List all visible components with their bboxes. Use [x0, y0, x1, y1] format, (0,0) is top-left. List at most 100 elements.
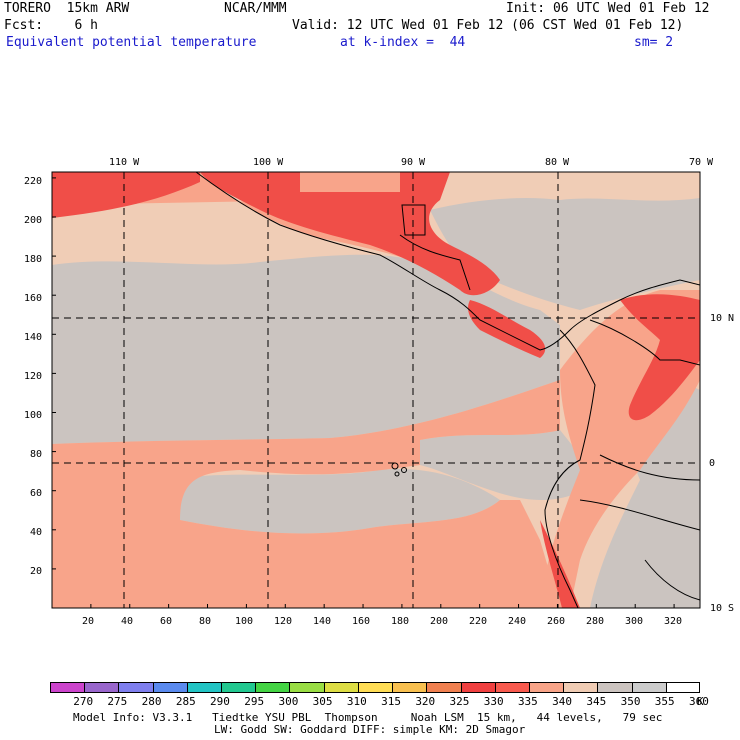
colorbar-label-345: 345 — [586, 695, 607, 708]
colorbar-swatch-280 — [118, 682, 153, 693]
colorbar-swatch-300 — [255, 682, 290, 693]
x-tick-40: 40 — [121, 616, 134, 627]
x-tick-280: 280 — [586, 616, 605, 627]
galapagos-island-2 — [401, 467, 407, 473]
model-info: Model Info: V3.3.1 Tiedtke YSU PBL Thomp… — [73, 711, 663, 724]
y-tick-200: 200 — [24, 215, 43, 226]
red-region-pacific — [52, 172, 200, 218]
colorbar-label-350: 350 — [620, 695, 641, 708]
border-peru-brazil — [579, 499, 700, 531]
colorbar-swatch-290 — [186, 682, 222, 693]
coastlines — [195, 172, 700, 608]
red-region-colombia — [620, 294, 700, 421]
x-tick-80: 80 — [199, 616, 212, 627]
y-tick-180: 180 — [24, 254, 43, 265]
colorbar-swatch-315 — [357, 682, 393, 693]
coastline-pacific — [195, 172, 700, 351]
colorbar-label-290: 290 — [210, 695, 230, 708]
x-tick-160: 160 — [352, 616, 371, 627]
colorbar-swatch-275 — [84, 682, 119, 693]
colorbar-label-270: 270 — [73, 695, 94, 708]
y-tick-20: 20 — [30, 566, 43, 577]
valid-time: Valid: 12 UTC Wed 01 Feb 12 (06 CST Wed … — [292, 18, 684, 33]
y-tick-60: 60 — [30, 488, 43, 499]
lat-label-10s: 10 S — [710, 603, 735, 614]
colorbar-label-300: 300 — [278, 695, 299, 708]
field-shading — [52, 172, 700, 608]
colorbar-label-355: 355 — [654, 695, 675, 708]
colorbar-unit: K — [697, 695, 704, 708]
x-tick-300: 300 — [625, 616, 644, 627]
colorbar-label-325: 325 — [449, 695, 470, 708]
colorbar-swatch-355 — [631, 682, 666, 693]
colorbar-label-305: 305 — [312, 695, 333, 708]
y-tick-120: 120 — [24, 371, 43, 382]
level-info: at k-index = 44 — [340, 35, 466, 50]
grey-region-south — [180, 469, 500, 534]
colorbar-label-340: 340 — [552, 695, 573, 708]
lat-lon-grid — [52, 172, 700, 608]
salmon-region-south — [52, 380, 560, 608]
border-south — [644, 559, 700, 601]
colorbar-label-330: 330 — [483, 695, 504, 708]
red-region-central-america — [200, 172, 500, 296]
x-tick-200: 200 — [430, 616, 449, 627]
smoothing-info: sm= 2 — [634, 35, 674, 50]
x-tick-180: 180 — [391, 616, 410, 627]
colorbar-label-315: 315 — [381, 695, 401, 708]
x-tick-100: 100 — [235, 616, 254, 627]
x-tick-120: 120 — [274, 616, 293, 627]
colorbar-swatch-270 — [50, 682, 85, 693]
colorbar-label-275: 275 — [107, 695, 128, 708]
x-tick-320: 320 — [664, 616, 683, 627]
border-belize — [401, 204, 426, 236]
colorbar-swatch-285 — [152, 682, 187, 693]
colorbar-swatch-320 — [392, 682, 427, 693]
grey-region-west — [52, 254, 560, 444]
y-tick-40: 40 — [30, 527, 43, 538]
colorbar-swatch-350 — [597, 682, 632, 693]
x-tick-220: 220 — [469, 616, 488, 627]
grey-region-center — [420, 430, 600, 500]
colorbar-label-295: 295 — [244, 695, 265, 708]
y-tick-80: 80 — [30, 449, 43, 460]
border-ecuador-colombia — [599, 454, 700, 481]
model-title: TORERO 15km ARW — [4, 1, 130, 16]
lon-label-70w: 70 W — [689, 157, 714, 168]
colorbar-swatch-360 — [665, 682, 700, 693]
x-tick-20: 20 — [82, 616, 95, 627]
coastline-south-america — [544, 329, 596, 608]
border-colombia-venezuela — [589, 319, 700, 366]
colorbar-swatch-340 — [528, 682, 564, 693]
border-guatemala — [399, 234, 471, 291]
y-tick-220: 220 — [24, 176, 43, 187]
x-tick-240: 240 — [508, 616, 527, 627]
lon-label-110w: 110 W — [109, 157, 140, 168]
y-tick-100: 100 — [24, 410, 43, 421]
colorbar-label-360: 360 — [689, 695, 709, 708]
mexico-coast-patch — [300, 172, 400, 192]
colorbar-label-320: 320 — [415, 695, 436, 708]
init-time: Init: 06 UTC Wed 01 Feb 12 — [506, 1, 710, 16]
lon-label-90w: 90 W — [401, 157, 426, 168]
colorbar-label-310: 310 — [346, 695, 367, 708]
colorbar-swatch-335 — [494, 682, 529, 693]
y-tick-160: 160 — [24, 293, 43, 304]
axis-ticks — [51, 177, 675, 609]
colorbar-label-335: 335 — [517, 695, 538, 708]
galapagos-island-3 — [394, 471, 400, 477]
physics-info: LW: Godd SW: Goddard DIFF: simple KM: 2D… — [214, 723, 526, 736]
colorbar-swatch-325 — [426, 682, 461, 693]
lon-label-100w: 100 W — [253, 157, 284, 168]
map-frame — [51, 171, 701, 609]
x-tick-60: 60 — [160, 616, 173, 627]
x-tick-260: 260 — [547, 616, 566, 627]
y-tick-140: 140 — [24, 332, 43, 343]
colorbar-label-280: 280 — [141, 695, 162, 708]
lon-label-80w: 80 W — [545, 157, 570, 168]
colorbar-swatch-330 — [460, 682, 495, 693]
colorbar-swatch-295 — [221, 682, 256, 693]
lat-label-10n: 10 N — [710, 313, 735, 324]
colorbar-swatch-305 — [289, 682, 324, 693]
